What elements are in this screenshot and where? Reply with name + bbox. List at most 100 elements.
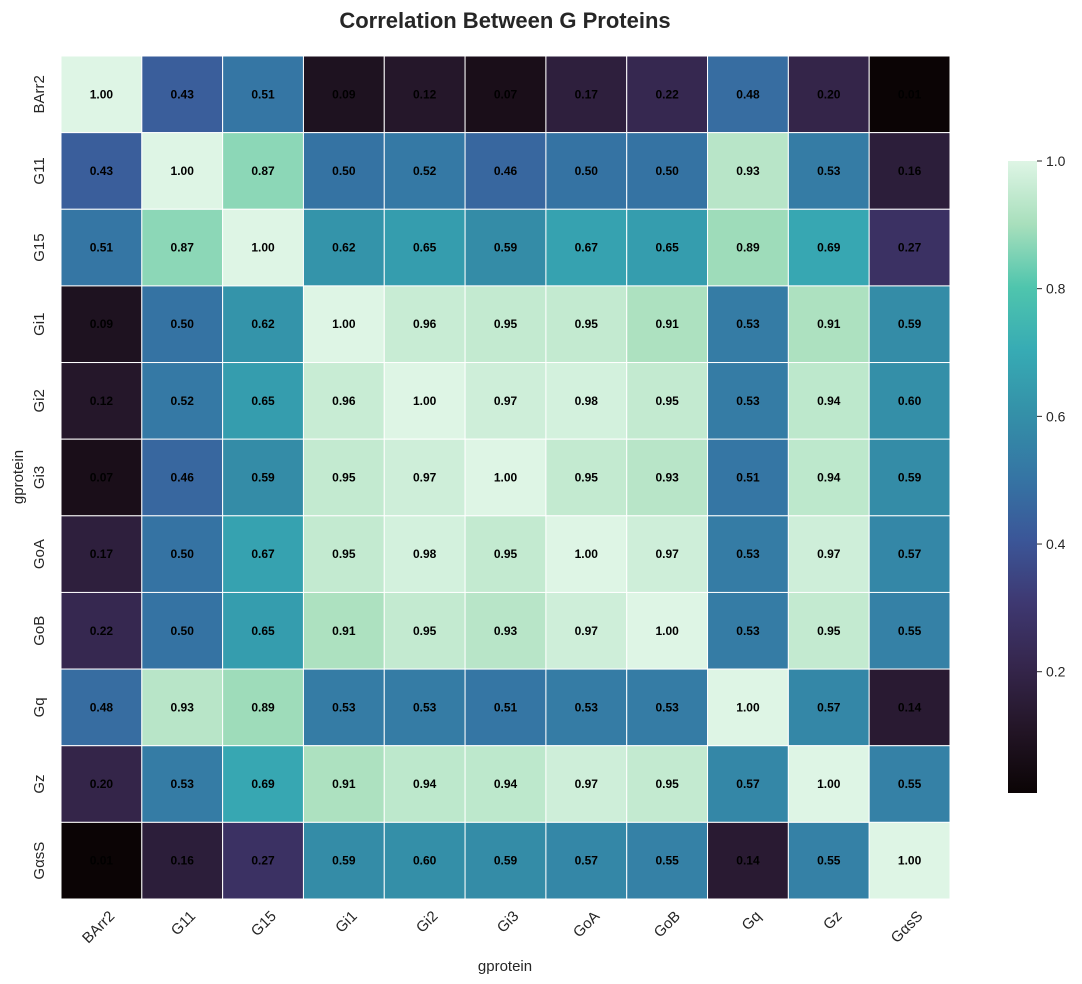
heatmap-cell <box>787 821 870 900</box>
y-tick-label: Gz <box>31 774 48 793</box>
cell-value-label: 0.53 <box>736 317 760 331</box>
cell-value-label: 0.51 <box>736 471 760 485</box>
colorbar-tick-label: 0.6 <box>1046 408 1066 424</box>
heatmap-cell <box>464 591 547 670</box>
cell-value-label: 0.97 <box>817 547 841 561</box>
y-tick-labels: BArr2 G11 G15 Gi1 Gi2 Gi3 GoA GoB Gq Gz GαsS <box>31 75 48 879</box>
cell-value-label: 1.00 <box>90 87 114 101</box>
cell-value-label: 0.09 <box>90 317 114 331</box>
cell-value-label: 0.14 <box>736 854 760 868</box>
y-tick-label: BArr2 <box>31 75 48 113</box>
cell-value-label: 0.20 <box>90 777 114 791</box>
heatmap-cell <box>464 438 547 517</box>
cell-value-label: 0.46 <box>171 471 195 485</box>
cell-value-label: 0.53 <box>575 700 599 714</box>
heatmap-cell <box>707 668 789 747</box>
x-tick-label: G15 <box>248 908 280 940</box>
cell-value-label: 0.91 <box>655 317 679 331</box>
cell-value-label: 0.97 <box>413 471 437 485</box>
x-tick-label: GoB <box>651 908 684 941</box>
cell-value-label: 0.67 <box>575 241 599 255</box>
y-tick-label: Gi3 <box>31 466 48 489</box>
cell-value-label: 0.95 <box>575 471 599 485</box>
heatmap-cell <box>464 55 547 134</box>
cell-value-label: 0.55 <box>655 854 679 868</box>
heatmap-cell <box>141 55 224 134</box>
heatmap-cell <box>302 515 385 593</box>
heatmap-cell <box>222 515 304 593</box>
heatmap-cell <box>302 438 385 517</box>
heatmap-cell <box>141 362 224 440</box>
cell-value-label: 0.89 <box>736 241 760 255</box>
cell-value-label: 0.16 <box>171 854 195 868</box>
heatmap-cell <box>464 208 547 287</box>
heatmap-cell <box>868 668 951 747</box>
y-tick-label: GoB <box>31 616 48 646</box>
heatmap-cell <box>60 362 143 440</box>
heatmap-cell <box>787 132 870 210</box>
heatmap-cell <box>626 591 709 670</box>
cell-value-label: 0.91 <box>817 317 841 331</box>
heatmap-cell <box>464 668 547 747</box>
cell-value-label: 0.14 <box>898 700 922 714</box>
heatmap-cell <box>787 668 870 747</box>
heatmap-cell <box>626 132 709 210</box>
cell-value-label: 0.65 <box>655 241 679 255</box>
heatmap-cell <box>60 55 143 134</box>
heatmap-cell <box>626 515 709 593</box>
cell-value-label: 0.59 <box>898 317 922 331</box>
heatmap-cell <box>302 668 385 747</box>
chart-title: Correlation Between G Proteins <box>339 8 670 33</box>
heatmap-cell <box>141 515 224 593</box>
cell-value-label: 0.87 <box>171 241 195 255</box>
heatmap-cell <box>60 438 143 517</box>
cell-value-label: 0.95 <box>332 471 356 485</box>
cell-value-label: 1.00 <box>171 164 195 178</box>
x-tick-label: Gi3 <box>494 908 523 937</box>
cell-value-label: 0.69 <box>817 241 841 255</box>
cell-value-label: 0.07 <box>494 87 518 101</box>
heatmap-cell <box>707 132 789 210</box>
cell-value-label: 0.22 <box>90 624 114 638</box>
cell-value-label: 0.51 <box>494 700 518 714</box>
cell-value-label: 0.95 <box>575 317 599 331</box>
cell-value-label: 0.48 <box>90 700 114 714</box>
y-tick-label: GαsS <box>31 842 48 880</box>
cell-value-label: 0.51 <box>251 87 275 101</box>
heatmap-cell <box>222 362 304 440</box>
y-tick-label: GoA <box>31 539 48 569</box>
cell-value-label: 0.50 <box>171 317 195 331</box>
heatmap-cell <box>464 362 547 440</box>
cell-value-label: 0.91 <box>332 777 356 791</box>
x-tick-label: BArr2 <box>79 908 118 947</box>
cell-value-label: 0.96 <box>413 317 437 331</box>
cell-value-label: 0.62 <box>251 317 275 331</box>
cell-value-label: 1.00 <box>655 624 679 638</box>
heatmap-cell <box>707 745 789 823</box>
x-tick-label: Gz <box>820 908 846 934</box>
heatmap-cell <box>545 668 628 747</box>
heatmap-cell <box>868 208 951 287</box>
heatmap-cell <box>464 515 547 593</box>
heatmap-cell <box>626 55 709 134</box>
cell-value-label: 0.22 <box>655 87 679 101</box>
cell-value-label: 0.60 <box>898 394 922 408</box>
heatmap-cell <box>868 362 951 440</box>
heatmap-cell <box>868 745 951 823</box>
cell-value-label: 0.91 <box>332 624 356 638</box>
colorbar-tick-label: 0.2 <box>1046 664 1066 680</box>
heatmap-cell <box>545 208 628 287</box>
colorbar-tick-label: 1.0 <box>1046 153 1066 169</box>
cell-value-label: 0.46 <box>494 164 518 178</box>
heatmap-cell <box>545 591 628 670</box>
heatmap-cell <box>222 55 304 134</box>
heatmap-cell <box>60 821 143 900</box>
x-axis-label: gprotein <box>478 958 532 975</box>
cell-value-label: 0.53 <box>655 700 679 714</box>
cell-value-label: 0.17 <box>90 547 114 561</box>
heatmap-cell <box>464 132 547 210</box>
cell-value-label: 0.53 <box>736 394 760 408</box>
heatmap-cell <box>707 285 789 364</box>
heatmap-cell <box>787 515 870 593</box>
